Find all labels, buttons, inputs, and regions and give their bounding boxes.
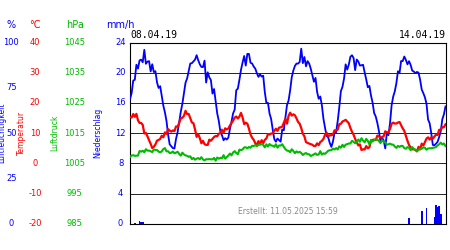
Text: 50: 50 <box>6 129 17 138</box>
Text: °C: °C <box>29 20 41 30</box>
Text: -10: -10 <box>28 189 42 198</box>
Text: 995: 995 <box>67 189 83 198</box>
Text: 8: 8 <box>118 159 123 168</box>
Text: -20: -20 <box>28 219 42 228</box>
Bar <box>139 221 140 224</box>
Bar <box>438 206 440 224</box>
Text: 25: 25 <box>6 174 17 183</box>
Text: 12: 12 <box>115 129 126 138</box>
Text: 75: 75 <box>6 83 17 92</box>
Text: 100: 100 <box>4 38 19 47</box>
Bar <box>408 218 410 224</box>
Text: Luftdruck: Luftdruck <box>50 114 59 151</box>
Bar <box>140 222 142 224</box>
Bar <box>426 208 427 224</box>
Text: 0: 0 <box>118 219 123 228</box>
Text: Luftfeuchtigkeit: Luftfeuchtigkeit <box>0 102 6 163</box>
Text: 1035: 1035 <box>64 68 85 77</box>
Bar <box>440 214 441 224</box>
Bar <box>437 207 438 224</box>
Text: 0: 0 <box>32 159 38 168</box>
Text: 985: 985 <box>67 219 83 228</box>
Bar <box>434 218 435 224</box>
Text: Temperatur: Temperatur <box>17 110 26 154</box>
Text: 20: 20 <box>30 98 40 108</box>
Text: 1045: 1045 <box>64 38 85 47</box>
Text: 24: 24 <box>115 38 126 47</box>
Text: 10: 10 <box>30 129 40 138</box>
Text: mm/h: mm/h <box>106 20 135 30</box>
Bar <box>435 205 437 224</box>
Text: 08.04.19: 08.04.19 <box>130 30 177 40</box>
Text: 14.04.19: 14.04.19 <box>399 30 446 40</box>
Text: 20: 20 <box>115 68 126 77</box>
Text: hPa: hPa <box>66 20 84 30</box>
Text: 40: 40 <box>30 38 40 47</box>
Bar <box>134 223 135 224</box>
Text: %: % <box>7 20 16 30</box>
Text: 4: 4 <box>118 189 123 198</box>
Text: 0: 0 <box>9 219 14 228</box>
Bar <box>421 211 423 224</box>
Bar <box>142 222 144 224</box>
Text: 16: 16 <box>115 98 126 108</box>
Text: Erstellt: 11.05.2025 15:59: Erstellt: 11.05.2025 15:59 <box>238 208 338 216</box>
Text: 1025: 1025 <box>64 98 85 108</box>
Text: 1005: 1005 <box>64 159 85 168</box>
Text: 30: 30 <box>30 68 40 77</box>
Text: Niederschlag: Niederschlag <box>94 108 103 158</box>
Text: 1015: 1015 <box>64 129 85 138</box>
